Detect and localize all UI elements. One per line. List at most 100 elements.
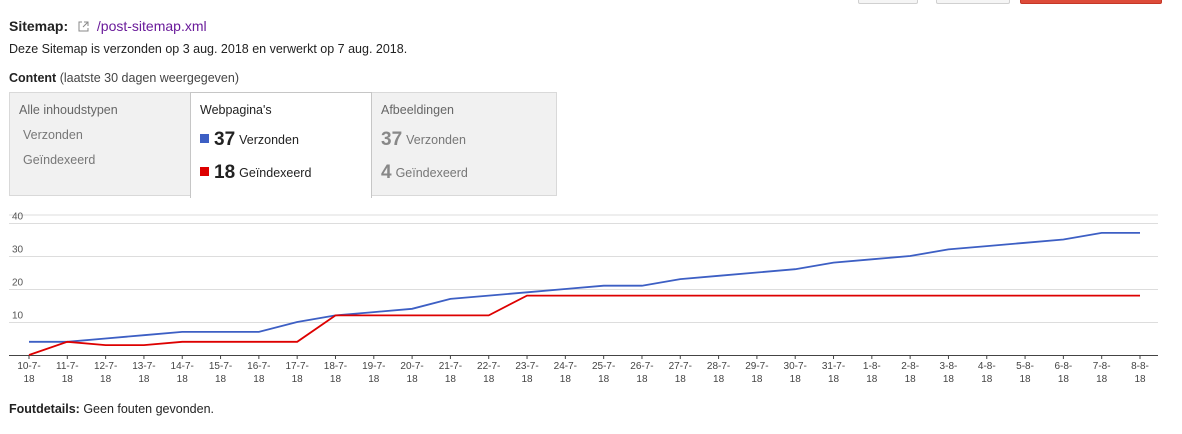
tab-all-submitted: Verzonden: [23, 128, 83, 142]
x-tick-label: 7-8-: [1093, 361, 1111, 372]
tab-webpages-label: Webpagina's: [200, 103, 272, 117]
x-tick-label: 12-7-: [94, 361, 117, 372]
y-tick-label: 20: [12, 278, 24, 289]
webpages-submitted-text: Verzonden: [239, 133, 299, 147]
x-tick-label: 18: [790, 374, 802, 385]
tab-all-indexed: Geïndexeerd: [23, 153, 96, 167]
x-tick-label: 27-7-: [669, 361, 692, 372]
y-tick-label: 40: [12, 212, 24, 223]
external-link-icon[interactable]: [78, 19, 89, 35]
x-tick-label: 5-8-: [1016, 361, 1034, 372]
x-tick-label: 3-8-: [940, 361, 958, 372]
x-tick-label: 1-8-: [863, 361, 881, 372]
images-submitted-count: 37: [381, 129, 403, 150]
top-button-1[interactable]: [858, 0, 918, 4]
x-tick-label: 15-7-: [209, 361, 232, 372]
sitemap-chart-svg: 10 20 30 40 10-7- 18 11-7- 18 12-7- 18 13-7- 18 14-7…: [9, 212, 1158, 385]
x-tick-label: 18: [1020, 374, 1032, 385]
x-tick-label: 18: [636, 374, 648, 385]
tab-images-label: Afbeeldingen: [381, 103, 454, 117]
x-tick-label: 18: [943, 374, 955, 385]
x-tick-label: 18: [1058, 374, 1070, 385]
images-indexed-text: Geïndexeerd: [395, 166, 468, 180]
images-submitted: 37 Verzonden: [381, 129, 466, 151]
sitemap-chart: 10 20 30 40 10-7- 18 11-7- 18 12-7- 18 13-7- 18 14-7…: [0, 205, 1182, 390]
images-indexed-count: 4: [381, 162, 392, 183]
submitted-series-line: [29, 231, 1140, 343]
x-tick-label: 18: [598, 374, 610, 385]
x-tick-label: 18: [292, 374, 304, 385]
x-tick-label: 30-7-: [784, 361, 807, 372]
sitemap-label: Sitemap:: [9, 18, 69, 34]
sitemap-path-link[interactable]: /post-sitemap.xml: [96, 18, 207, 34]
x-tick-label: 16-7-: [247, 361, 270, 372]
x-tick-label: 18: [330, 374, 342, 385]
x-tick-label: 20-7-: [400, 361, 423, 372]
x-tick-label: 29-7-: [745, 361, 768, 372]
webpages-submitted: 37 Verzonden: [200, 129, 299, 151]
sitemap-status: Deze Sitemap is verzonden op 3 aug. 2018…: [9, 42, 408, 56]
error-details-text: Geen fouten gevonden.: [83, 402, 214, 416]
x-tick-label: 18: [62, 374, 74, 385]
x-tick-label: 26-7-: [630, 361, 653, 372]
error-details-label: Foutdetails:: [9, 402, 80, 416]
x-tick-label: 23-7-: [515, 361, 538, 372]
content-label: Content: [9, 71, 57, 85]
x-tick-label: 25-7-: [592, 361, 615, 372]
x-tick-label: 18: [828, 374, 840, 385]
x-tick-label: 18: [100, 374, 112, 385]
x-tick-label: 18: [215, 374, 227, 385]
x-tick-label: 11-7-: [56, 361, 79, 372]
webpages-indexed-text: Geïndexeerd: [239, 166, 312, 180]
x-tick-label: 2-8-: [901, 361, 919, 372]
images-indexed: 4 Geïndexeerd: [381, 162, 468, 184]
x-tick-label: 18: [138, 374, 150, 385]
x-tick-label: 4-8-: [978, 361, 996, 372]
x-tick-label: 18: [981, 374, 993, 385]
sitemap-title: Sitemap: /post-sitemap.xml: [9, 18, 207, 35]
x-tick-label: 18: [675, 374, 687, 385]
x-tick-label: 13-7-: [132, 361, 155, 372]
x-tick-label: 14-7-: [171, 361, 194, 372]
x-tick-label: 24-7-: [554, 361, 577, 372]
x-tick-label: 6-8-: [1054, 361, 1072, 372]
x-tick-label: 19-7-: [362, 361, 385, 372]
y-tick-label: 10: [12, 311, 24, 322]
x-tick-label: 8-8-: [1131, 361, 1149, 372]
x-tick-label: 28-7-: [707, 361, 730, 372]
x-tick-label: 17-7-: [285, 361, 308, 372]
submitted-legend-swatch: [200, 134, 209, 143]
tab-all-content[interactable]: Alle inhoudstypen Verzonden Geïndexeerd: [9, 92, 191, 196]
tab-webpages[interactable]: Webpagina's 37 Verzonden 18 Geïndexeerd: [190, 92, 372, 198]
x-tick-label: 18: [751, 374, 763, 385]
x-tick-label: 18: [521, 374, 533, 385]
x-tick-label: 18: [253, 374, 265, 385]
x-tick-label: 31-7-: [822, 361, 845, 372]
webpages-indexed-count: 18: [214, 162, 236, 183]
webpages-indexed: 18 Geïndexeerd: [200, 162, 311, 184]
x-tick-label: 22-7-: [477, 361, 500, 372]
top-button-primary[interactable]: [1020, 0, 1162, 4]
x-tick-label: 18: [1096, 374, 1108, 385]
x-tick-label: 18: [407, 374, 419, 385]
top-button-2[interactable]: [936, 0, 1010, 4]
webpages-submitted-count: 37: [214, 129, 236, 150]
images-submitted-text: Verzonden: [406, 133, 466, 147]
tab-images[interactable]: Afbeeldingen 37 Verzonden 4 Geïndexeerd: [371, 92, 557, 196]
x-tick-label: 18: [445, 374, 457, 385]
x-tick-label: 18: [23, 374, 35, 385]
indexed-series-line: [28, 294, 1140, 356]
x-tick-label: 18: [866, 374, 878, 385]
tab-all-label: Alle inhoudstypen: [19, 103, 118, 117]
x-tick-label: 10-7-: [17, 361, 40, 372]
x-tick-label: 18: [1134, 374, 1146, 385]
y-tick-label: 30: [12, 245, 24, 256]
x-tick-label: 18: [177, 374, 189, 385]
content-heading: Content (laatste 30 dagen weergegeven): [9, 71, 239, 85]
indexed-legend-swatch: [200, 167, 209, 176]
x-tick-label: 18: [483, 374, 495, 385]
x-tick-label: 18: [560, 374, 572, 385]
x-tick-label: 21-7-: [439, 361, 462, 372]
content-note: (laatste 30 dagen weergegeven): [59, 71, 239, 85]
x-tick-label: 18: [905, 374, 917, 385]
